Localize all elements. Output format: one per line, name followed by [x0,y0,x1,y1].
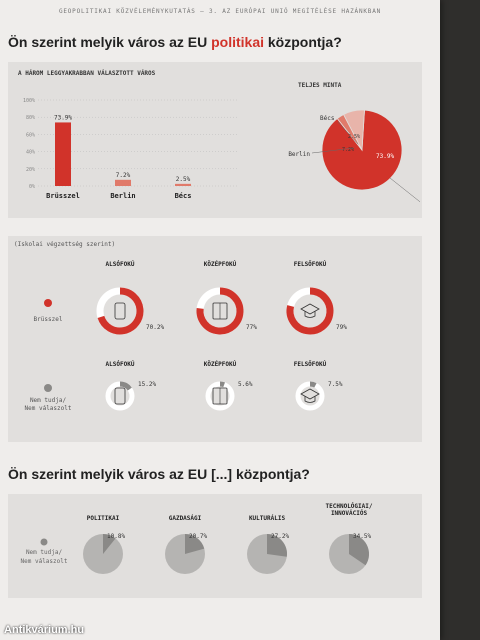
pie-chart-title: TELJES MINTA [298,82,342,89]
bar-berlin [115,179,131,186]
donut-arc [97,287,144,335]
bar-value-label: 73.9% [54,114,72,121]
y-tick-label: 80% [26,115,35,121]
center-types-chart: Nem tudja/Nem válaszolt POLITIKAI 10.8% GAZ… [21,503,373,574]
panel-city-ranking: A HÁROM LEGGYAKRABBAN VÁLASZTOTT VÁROS 1… [8,62,422,218]
pie-category-label: KULTURÁLIS [249,515,286,522]
panel-education: (Iskolai végzettség szerint) Brüsszel ALS… [8,236,422,442]
leader-line [311,147,355,154]
donut-arc [119,381,132,391]
watermark: Antikvárium.hu [4,624,85,636]
group-heading: KÖZÉPFOKÚ [204,360,237,368]
donut-arc [286,287,334,335]
y-tick-label: 100% [23,98,35,104]
legend-label: Nem tudja/ [30,397,67,404]
pie-value-label: 34.5% [353,533,371,540]
bar-bécs [175,183,191,186]
group-heading: ALSÓFOKÚ [106,261,135,268]
group-heading: FELSŐFOKÚ [294,261,327,268]
bar-value-label: 2.5% [176,176,191,183]
donut-chart: Brüsszel ALSÓFOKÚ 70.2% KÖZÉPFOKÚ 77% FELSŐFO… [25,260,348,412]
y-tick-label: 0% [29,184,35,190]
donut-value-label: 79% [336,324,347,331]
pie-legend-label: Bécs [320,115,335,122]
phone-icon [114,302,126,320]
group-heading: KÖZÉPFOKÚ [204,260,237,268]
pie-slice-berlin [343,109,365,152]
bar-value-label: 7.2% [116,172,131,179]
leader-line [389,177,420,203]
x-category-label: Bécs [175,192,192,200]
panel-center-types: Nem tudja/Nem válaszolt POLITIKAI 10.8% GAZ… [8,494,422,598]
pie-slice [103,534,116,554]
donut-track [295,381,325,411]
legend-bullet [44,384,52,392]
pie-category-label: TECHNOLÓGIAI/ [326,503,373,510]
pie-value-label: 7.2% [342,147,354,153]
donut-arc [219,381,225,388]
y-tick-label: 40% [26,150,35,156]
y-tick-label: 20% [26,167,35,173]
pie-chart: 73.9%2.5%7.2%BrüsszelBécsBerlin [288,109,420,203]
education-subtitle: (Iskolai végzettség szerint) [14,241,116,248]
pie-legend-label: Berlin [288,151,310,158]
bar-chart-title: A HÁROM LEGGYAKRABBAN VÁLASZTOTT VÁROS [18,70,156,77]
pie-slice [349,534,369,566]
graduation-cap-icon [300,388,320,403]
pie-value-label: 20.7% [189,533,207,540]
question-political-center: Ön szerint melyik város az EU politikai … [8,34,342,50]
x-category-label: Brüsszel [46,192,80,200]
legend-label: Brüsszel [34,316,63,323]
donut-value-label: 7.5% [328,381,343,388]
phone-icon [114,387,126,405]
x-category-label: Berlin [110,192,135,200]
donut-value-label: 70.2% [146,324,164,331]
donut-value-label: 5.6% [238,381,253,388]
graduation-cap-icon [300,303,320,318]
pie-value-label: 10.8% [107,533,125,540]
pie-value-label: 27.2% [271,533,289,540]
pie-slice [267,534,287,557]
group-heading: ALSÓFOKÚ [106,361,135,368]
y-tick-label: 60% [26,132,35,138]
bar-brüsszel [55,122,71,186]
pie-value-label: 2.5% [348,134,360,140]
question-center-types: Ön szerint melyik város az EU [...] közp… [8,466,310,482]
donut-arc [196,287,244,335]
donut-arc [309,381,317,388]
pie-value-label: 73.9% [376,153,394,160]
legend-bullet [44,299,52,307]
donut-value-label: 77% [246,324,257,331]
pie-slice [185,534,205,554]
page-header: GEOPOLITIKAI KÖZVÉLEMÉNYKUTATÁS – 3. AZ … [58,8,382,15]
report-page: GEOPOLITIKAI KÖZVÉLEMÉNYKUTATÁS – 3. AZ … [0,0,440,640]
leader-line [337,121,359,145]
legend-label: Nem válaszolt [25,405,72,412]
bar-chart: 100% 80% 60% 40% 20% 0% 73.9% Brüsszel 7.2% Berli… [23,98,238,200]
legend-bullet [40,538,48,546]
legend-label: Nem válaszolt [21,558,68,565]
pie-category-label: GAZDASÁGI [169,515,202,522]
donut-value-label: 15.2% [138,381,156,388]
legend-label: Nem tudja/ [26,549,63,556]
pie-category-label: INNOVÁCIÓS [331,510,368,517]
group-heading: FELSŐFOKÚ [294,361,327,368]
pie-category-label: POLITIKAI [87,515,120,522]
